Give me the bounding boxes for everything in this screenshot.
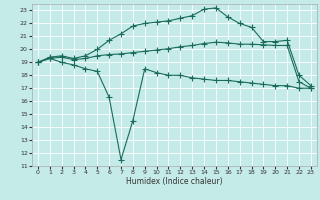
X-axis label: Humidex (Indice chaleur): Humidex (Indice chaleur) [126,177,223,186]
